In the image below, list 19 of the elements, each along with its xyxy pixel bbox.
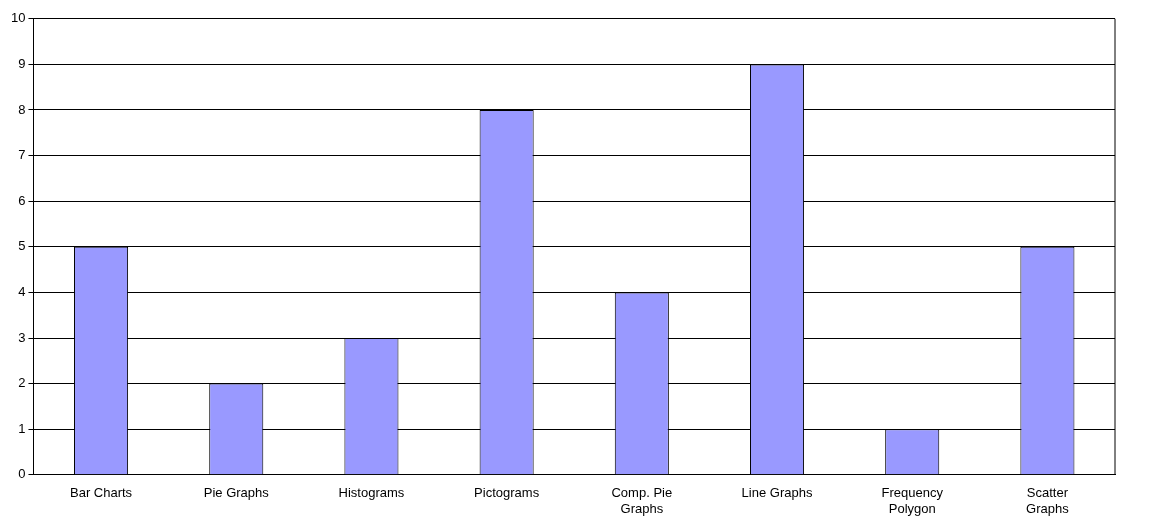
y-tick-label: 0 <box>18 466 26 482</box>
y-tick-label: 7 <box>18 147 26 163</box>
x-tick-label: Scatter Graphs <box>1026 485 1070 516</box>
x-tick-label: Comp. Pie Graphs <box>611 485 673 516</box>
x-tick-label: Bar Charts <box>69 485 133 501</box>
y-tick-label: 2 <box>18 375 26 391</box>
y-tick-label: 6 <box>18 192 26 208</box>
y-tick-label: 4 <box>18 283 26 299</box>
x-tick-label: Pictograms <box>474 485 540 501</box>
x-tick-label: Frequency Polygon <box>881 485 944 516</box>
y-tick-label: 3 <box>18 329 26 345</box>
x-tick-label: Line Graphs <box>741 485 813 501</box>
x-tick-label: Histograms <box>338 485 405 501</box>
y-tick-label: 1 <box>18 420 26 436</box>
y-tick-label: 10 <box>10 10 26 26</box>
y-tick-label: 9 <box>18 55 26 71</box>
x-tick-label: Pie Graphs <box>203 485 270 501</box>
y-tick-label: 8 <box>18 101 26 117</box>
y-tick-label: 5 <box>18 238 26 254</box>
